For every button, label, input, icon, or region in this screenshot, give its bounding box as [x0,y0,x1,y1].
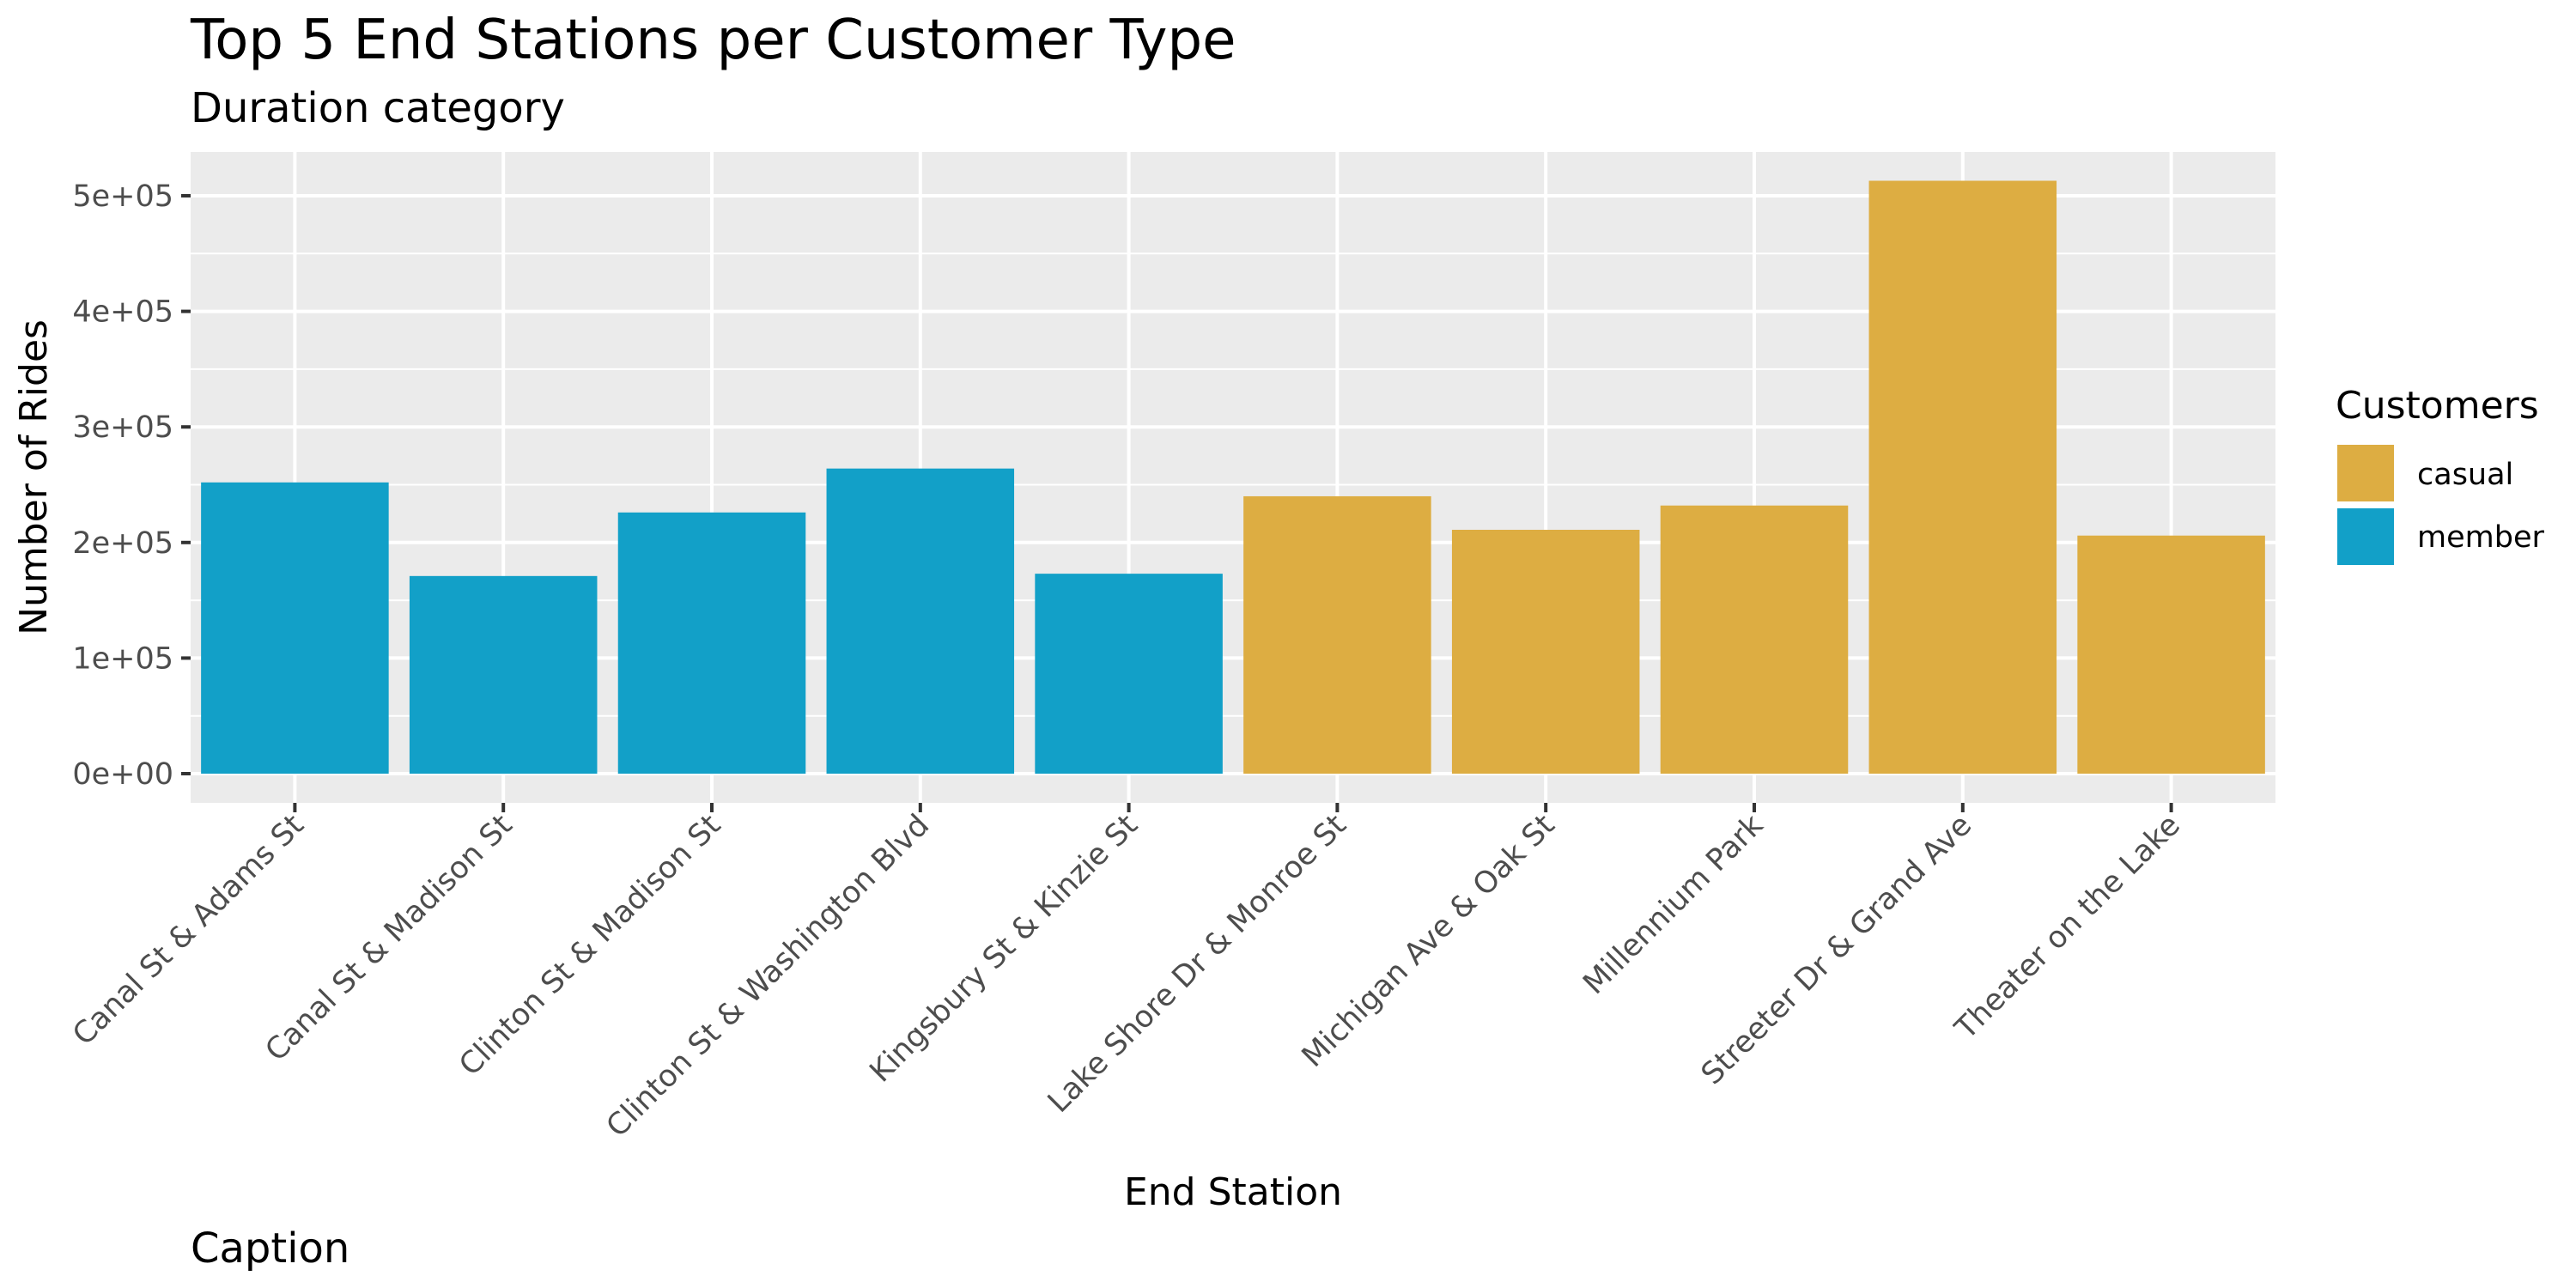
bar-casual [1868,180,2057,774]
chart-subtitle: Duration category [191,84,565,132]
x-axis-title: End Station [1124,1170,1342,1214]
bar-member [826,468,1015,774]
legend-swatch-member [2337,508,2394,565]
legend-label-member: member [2417,520,2544,555]
bar-member [1035,574,1223,774]
chart-caption: Caption [191,1224,349,1273]
bar-member [201,482,389,774]
y-tick-label: 1e+05 [72,641,173,676]
y-tick-label: 0e+00 [72,757,173,792]
bar-casual [1660,505,1849,774]
bar-member [409,575,598,774]
x-tick-label: Canal St & Madison St [259,808,519,1068]
y-tick-label: 2e+05 [72,526,173,561]
y-axis-title: Number of Rides [12,319,56,635]
x-tick-label: Clinton St & Washington Blvd [600,808,936,1144]
y-tick-label: 5e+05 [72,179,173,214]
y-tick-label: 4e+05 [72,295,173,330]
legend-label-casual: casual [2417,458,2513,492]
legend: Customers casual member [2336,384,2544,565]
x-tick-label: Millennium Park [1577,808,1770,1001]
legend-swatch-casual [2337,445,2394,501]
legend-title: Customers [2336,384,2539,428]
chart-title: Top 5 End Stations per Customer Type [190,9,1236,72]
y-tick-label: 3e+05 [72,410,173,445]
x-tick-label: Theater on the Lake [1948,808,2187,1047]
bar-member [617,512,806,774]
bar-casual [1451,529,1640,774]
y-axis: 0e+00 1e+05 2e+05 3e+05 4e+05 5e+05 [72,179,191,792]
bar-casual [2077,535,2265,774]
bar-casual [1243,495,1431,774]
bars [201,180,2265,774]
x-tick-label: Canal St & Adams St [66,808,310,1052]
